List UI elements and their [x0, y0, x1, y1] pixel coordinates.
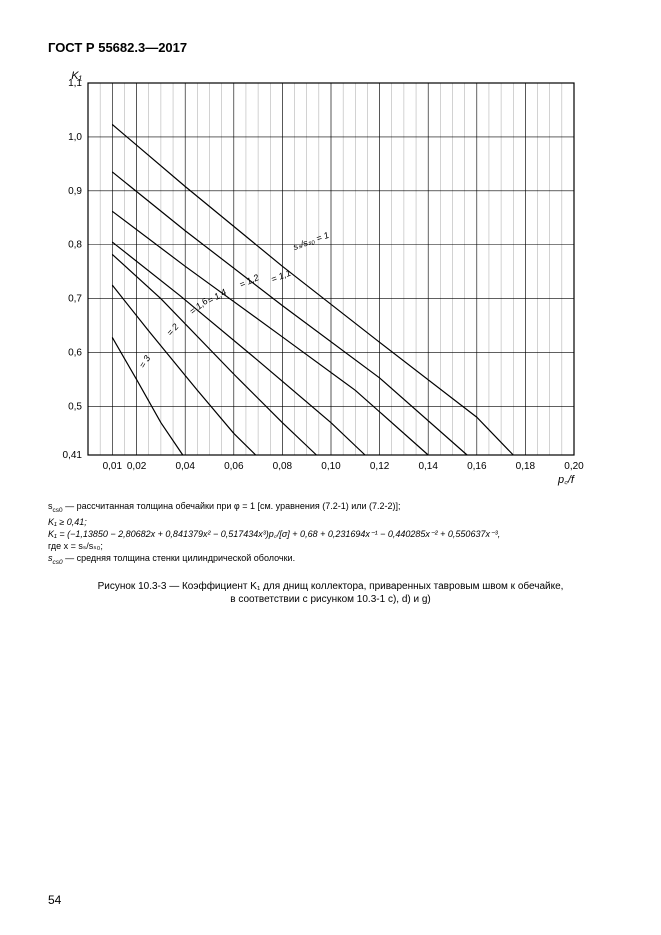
note-line-3: K₁ = (−1,13850 − 2,80682x + 0,841379x² −… [48, 528, 613, 540]
svg-text:0,5: 0,5 [68, 401, 82, 412]
svg-text:0,20: 0,20 [564, 461, 584, 472]
note-line-2: K₁ ≥ 0,41; [48, 516, 613, 528]
note-line-1: scs0 — рассчитанная толщина обечайки при… [48, 500, 613, 516]
chart: sₛ/sₛ₀ = 1= 1,1= 1,2= 1,4= 1,6= 2= 30,01… [48, 67, 613, 492]
figure-caption: Рисунок 10.3-3 — Коэффициент K₁ для днищ… [48, 580, 613, 607]
svg-text:0,08: 0,08 [273, 461, 293, 472]
svg-text:0,18: 0,18 [516, 461, 536, 472]
svg-text:0,06: 0,06 [224, 461, 244, 472]
page-number: 54 [48, 893, 61, 907]
svg-text:0,7: 0,7 [68, 294, 82, 305]
svg-text:0,14: 0,14 [418, 461, 438, 472]
svg-text:0,01: 0,01 [103, 461, 123, 472]
svg-text:0,10: 0,10 [321, 461, 341, 472]
document-header: ГОСТ Р 55682.3—2017 [48, 40, 613, 55]
svg-text:0,12: 0,12 [370, 461, 390, 472]
svg-text:0,16: 0,16 [467, 461, 487, 472]
svg-text:K₁: K₁ [71, 70, 82, 82]
chart-notes: scs0 — рассчитанная толщина обечайки при… [48, 500, 613, 568]
svg-text:0,6: 0,6 [68, 348, 82, 359]
svg-text:p꜀/f: p꜀/f [557, 474, 575, 486]
chart-svg: sₛ/sₛ₀ = 1= 1,1= 1,2= 1,4= 1,6= 2= 30,01… [48, 67, 588, 487]
svg-text:0,8: 0,8 [68, 240, 82, 251]
svg-text:1,0: 1,0 [68, 132, 82, 143]
caption-line-2: в соответствии с рисунком 10.3-1 c), d) … [48, 593, 613, 607]
svg-text:0,41: 0,41 [63, 450, 83, 461]
caption-line-1: Рисунок 10.3-3 — Коэффициент K₁ для днищ… [48, 580, 613, 594]
note-line-5: scs0 — средняя толщина стенки цилиндриче… [48, 552, 613, 568]
svg-text:0,02: 0,02 [127, 461, 147, 472]
svg-text:0,9: 0,9 [68, 186, 82, 197]
note-line-4: где x = sₛ/sₛ₀; [48, 540, 613, 552]
svg-text:0,04: 0,04 [175, 461, 195, 472]
